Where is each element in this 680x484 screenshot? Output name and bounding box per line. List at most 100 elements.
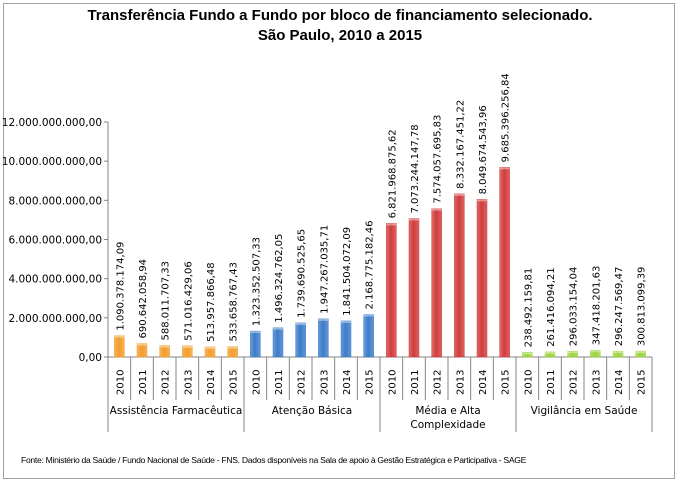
data-label: 238.492.159,81 [523,268,534,348]
bar [499,167,510,358]
group-label: Assistência Farmacêutica [110,405,243,417]
bar-highlight [363,314,374,317]
data-label: 1.947.267.035,71 [319,225,330,314]
x-tick-label: 2012 [297,370,308,395]
y-tick-label: 4.000.000.000,00 [8,274,102,286]
bar [544,351,556,358]
bar-highlight [522,352,533,355]
bar [476,199,488,358]
chart-frame [3,3,675,479]
group-label: Complexidade [410,419,485,431]
y-tick-label: 12.000.000.000,00 [2,117,102,129]
x-tick-label: 2015 [501,370,512,395]
x-tick-label: 2015 [229,370,240,395]
group-label: Média e Alta [415,405,480,417]
data-label: 2.168.775.182,46 [365,220,376,309]
bar-highlight [635,351,646,354]
bar [318,318,329,358]
bar-highlight [409,218,419,221]
bar-highlight [454,193,465,196]
bar-highlight [114,335,125,338]
data-label: 1.496.324.762,05 [274,234,285,323]
bar [363,314,374,358]
data-label: 513.957.866,48 [206,262,217,342]
data-label: 1.323.352.507,33 [251,237,262,326]
bar [408,218,420,358]
x-tick-label: 2013 [455,370,466,395]
bar-highlight [499,167,510,170]
bar [567,350,578,358]
data-label: 1.841.504.072,09 [342,227,353,316]
bar-highlight [545,351,555,354]
bar-highlight [250,331,261,334]
data-label: 296.247.569,47 [614,267,625,347]
x-tick-label: 2011 [410,370,421,395]
chart-title: Transferência Fundo a Fundo por bloco de… [0,6,680,46]
bar [522,352,533,358]
source-note: Fonte: Ministério da Saúde / Fundo Nacio… [21,455,527,465]
data-label: 296.033.154,04 [569,267,580,347]
bar-highlight [613,351,623,354]
data-label: 8.332.167.451,22 [455,100,466,189]
x-tick-label: 2011 [546,370,557,395]
x-tick-label: 2014 [206,370,217,395]
bar [182,345,193,358]
data-label: 261.416.094,21 [546,267,557,347]
x-tick-label: 2015 [637,370,648,395]
data-label: 8.049.674.543,96 [478,105,489,194]
bar [635,350,646,358]
title-line-2: São Paulo, 2010 a 2015 [257,27,423,44]
data-label: 588.011.707,33 [161,261,172,341]
title-line-1: Transferência Fundo a Fundo por bloco de… [87,7,593,24]
bar-highlight [227,346,238,349]
bar [340,320,352,358]
y-tick-label: 8.000.000.000,00 [8,195,102,207]
bar-highlight [318,318,329,321]
bar-highlight [386,223,397,226]
x-tick-label: 2013 [319,370,330,395]
data-label: 6.821.968.875,62 [387,129,398,218]
bar [272,327,284,358]
x-tick-label: 2014 [342,370,353,395]
group-label: Vigilância em Saúde [531,405,638,417]
x-tick-label: 2010 [115,370,126,395]
y-tick-label: 0,00 [79,352,102,364]
data-label: 1.739.690.525,65 [297,229,308,318]
bar [204,346,216,358]
x-tick-label: 2015 [365,370,376,395]
data-label: 300.813.099,39 [637,267,648,347]
bar-highlight [205,346,215,349]
x-tick-label: 2014 [614,370,625,395]
bar [159,345,170,358]
data-label: 347.418.201,63 [591,266,602,346]
group-label: Atenção Básica [272,405,352,417]
x-tick-label: 2014 [478,370,489,395]
x-tick-label: 2012 [569,370,580,395]
bar-highlight [159,345,170,348]
x-tick-label: 2010 [523,370,534,395]
data-label: 571.016.429,06 [183,261,194,341]
bar [454,193,465,358]
data-label: 7.574.057.695,83 [433,115,444,204]
bar [250,330,261,358]
bar-highlight [182,345,193,348]
bar-highlight [590,350,601,353]
bar-highlight [137,343,147,346]
x-tick-label: 2012 [433,370,444,395]
bar [612,350,624,358]
bar [386,223,397,358]
bar [136,343,148,358]
bar [295,322,306,358]
bar-highlight [273,327,283,330]
x-tick-label: 2011 [274,370,285,395]
data-label: 7.073.244.147,78 [410,124,421,213]
data-label: 1.090.378.174,09 [115,242,126,331]
data-label: 533.658.767,43 [229,262,240,342]
y-tick-label: 10.000.000.000,00 [2,156,102,168]
x-tick-label: 2010 [251,370,262,395]
x-tick-label: 2013 [183,370,194,395]
bar-highlight [295,322,306,325]
x-tick-label: 2010 [387,370,398,395]
x-tick-label: 2012 [161,370,172,395]
